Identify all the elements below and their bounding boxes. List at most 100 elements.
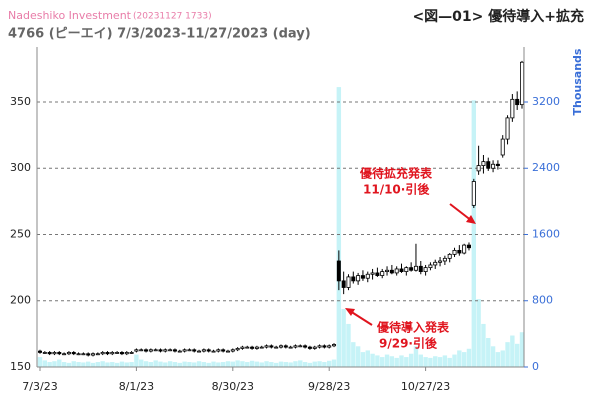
candle-body bbox=[298, 345, 303, 348]
volume-bar bbox=[206, 362, 211, 367]
candle-body bbox=[380, 271, 385, 276]
candle-body bbox=[115, 352, 120, 354]
candle-body bbox=[182, 349, 187, 352]
volume-bar bbox=[283, 362, 289, 367]
candle-body bbox=[288, 346, 293, 349]
candle-body bbox=[119, 352, 124, 355]
volume-bar bbox=[336, 87, 342, 367]
candle-body bbox=[385, 269, 390, 272]
volume-bar bbox=[254, 361, 260, 367]
y2-tick-label: 3200 bbox=[532, 95, 560, 108]
candle-body bbox=[307, 346, 312, 349]
volume-bar bbox=[505, 342, 510, 367]
candle-body bbox=[462, 244, 467, 254]
candle-body bbox=[47, 352, 52, 355]
candle-body bbox=[418, 265, 423, 272]
volume-bar bbox=[134, 354, 139, 367]
candle-body bbox=[413, 265, 418, 271]
volume-bar bbox=[139, 359, 144, 367]
arrow-head bbox=[345, 308, 355, 316]
candle-body bbox=[510, 98, 515, 119]
volume-bar bbox=[245, 362, 250, 367]
source: Nadeshiko Investment bbox=[8, 9, 132, 22]
volume-bar bbox=[442, 355, 448, 367]
chart-title: <図—01> 優待導入+拡充 bbox=[412, 8, 584, 25]
subtitle: 4766 (ピーエイ) 7/3/2023-11/27/2023 (day) bbox=[8, 27, 311, 42]
candle-body bbox=[481, 161, 486, 166]
volume-bar bbox=[384, 354, 390, 367]
candle-body bbox=[269, 345, 274, 348]
volume-bar bbox=[394, 357, 399, 367]
y2-tick-label: 0 bbox=[532, 360, 539, 373]
candle-body bbox=[177, 350, 182, 353]
volume-bar bbox=[399, 355, 404, 367]
volume-bar bbox=[375, 355, 380, 367]
volume-bar bbox=[52, 361, 57, 367]
candle-body bbox=[225, 350, 230, 353]
volume-bar bbox=[346, 323, 351, 367]
volume-bar bbox=[269, 362, 274, 367]
candle-body bbox=[245, 346, 250, 349]
volume-bar bbox=[471, 100, 476, 367]
candle-body bbox=[457, 249, 462, 254]
candle-body bbox=[105, 352, 110, 355]
volume-bar bbox=[167, 361, 173, 367]
annotation-arrow bbox=[349, 310, 373, 326]
candle-body bbox=[394, 268, 399, 274]
volume-bar bbox=[264, 361, 269, 367]
candle-body bbox=[192, 349, 197, 352]
volume-bar bbox=[114, 362, 120, 367]
candle-body bbox=[486, 161, 491, 169]
candle-body bbox=[322, 345, 327, 348]
candle-body bbox=[438, 260, 443, 263]
volume-bar bbox=[302, 362, 308, 367]
candle-body bbox=[81, 353, 86, 356]
arrow-head bbox=[466, 215, 476, 224]
candle-body bbox=[95, 353, 100, 356]
volume-bar bbox=[341, 309, 346, 367]
volume-bar bbox=[500, 350, 505, 367]
candle-body bbox=[389, 269, 394, 274]
volume-bar bbox=[452, 354, 457, 367]
candle-body bbox=[495, 163, 500, 166]
volume-bar bbox=[100, 361, 105, 367]
candle-body bbox=[124, 352, 129, 355]
volume-bar bbox=[365, 350, 370, 367]
candle-body bbox=[206, 349, 211, 352]
candle-body bbox=[491, 163, 496, 169]
volume-bar bbox=[211, 361, 216, 367]
volume-bar bbox=[370, 353, 375, 367]
candle-body bbox=[283, 345, 288, 348]
volume-bar bbox=[293, 361, 298, 367]
volume-bar bbox=[433, 356, 438, 367]
volume-layer bbox=[37, 87, 525, 367]
volume-bar bbox=[71, 361, 76, 367]
volume-bar bbox=[486, 338, 491, 367]
candle-body bbox=[216, 349, 221, 352]
volume-bar bbox=[230, 361, 235, 367]
candle-body bbox=[144, 349, 149, 352]
x-tick-label: 10/27/23 bbox=[401, 380, 450, 393]
candle-body bbox=[399, 268, 404, 272]
volume-bar bbox=[105, 362, 110, 367]
y-tick-label: 200 bbox=[10, 294, 31, 307]
volume-bar bbox=[187, 362, 192, 367]
y-tick-label: 300 bbox=[10, 161, 31, 174]
volume-bar bbox=[177, 362, 182, 367]
volume-bar bbox=[490, 346, 496, 367]
volume-bar bbox=[428, 357, 433, 367]
candle-body bbox=[259, 346, 264, 349]
candle-body bbox=[221, 349, 226, 352]
volume-bar bbox=[61, 362, 67, 367]
candle-body bbox=[197, 350, 202, 353]
volume-bar bbox=[153, 360, 158, 367]
candle-body bbox=[42, 352, 47, 354]
annotation-arrow bbox=[449, 203, 473, 222]
candle-body bbox=[129, 352, 134, 354]
candle-body bbox=[428, 264, 433, 269]
volume-bar bbox=[514, 343, 520, 367]
timestamp: (20231127 1733) bbox=[133, 12, 212, 22]
y2-tick-label: 800 bbox=[532, 294, 553, 307]
candle-body bbox=[351, 276, 356, 282]
